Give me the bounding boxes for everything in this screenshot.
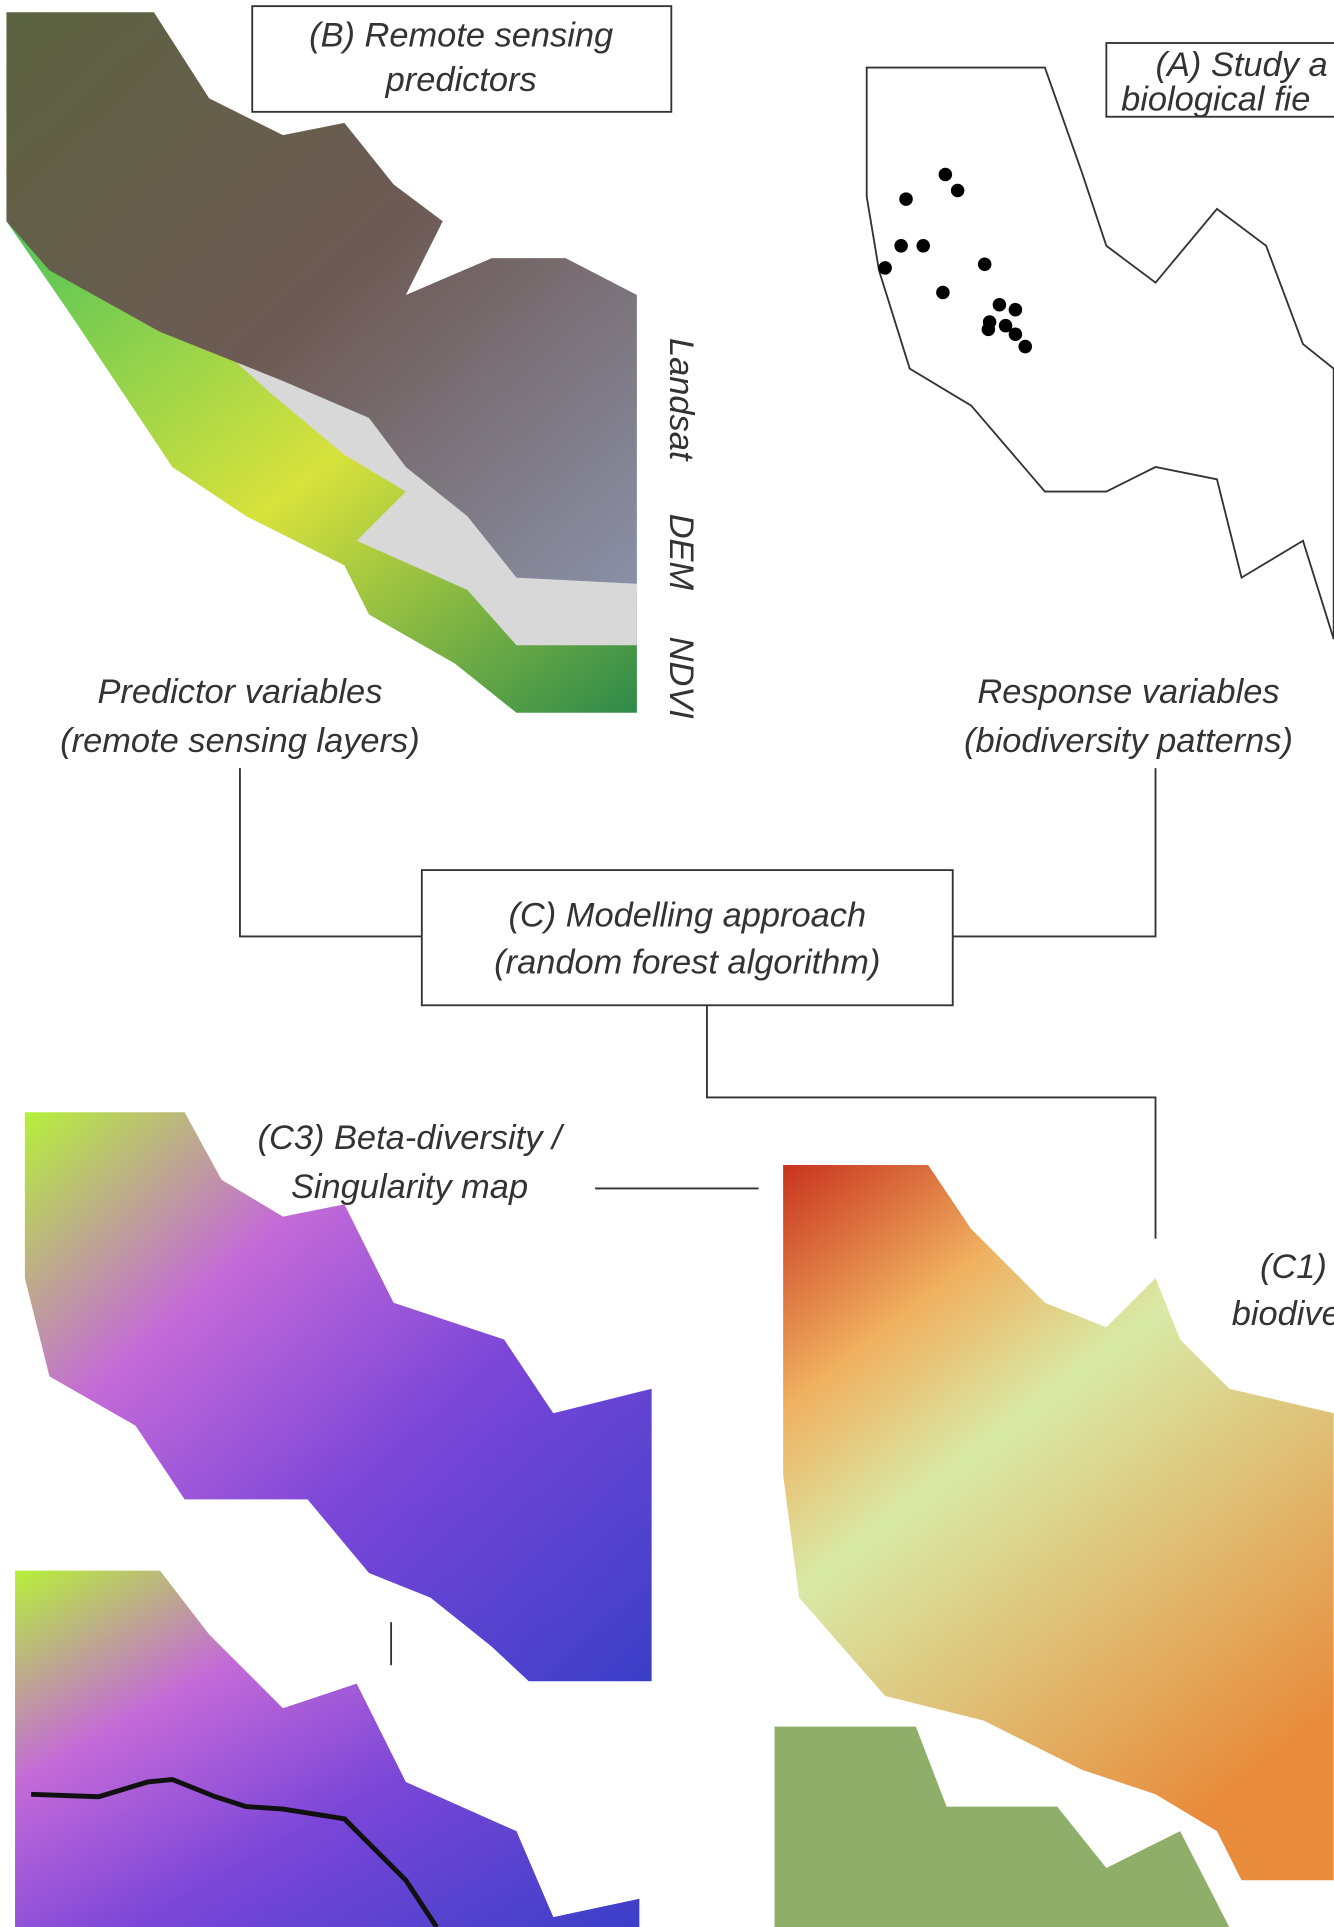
label: predictors (385, 61, 537, 99)
modelling-box: (C) Modelling approach (random forest al… (422, 870, 953, 1005)
beta-title: (C3) Beta-diversity / (258, 1119, 565, 1157)
layer-label: DEM (662, 514, 700, 591)
label: biological fie (1121, 81, 1310, 119)
layer-label: Landsat (662, 338, 700, 462)
predictor-caption: (remote sensing layers) (60, 722, 420, 760)
study-area-map (867, 68, 1334, 639)
remote-sensing-maps (6, 12, 636, 713)
label: (B) Remote sensing (309, 17, 613, 55)
beta-title: Singularity map (291, 1168, 528, 1206)
label: (C) Modelling approach (508, 897, 866, 935)
richness-title: biodivers (1232, 1295, 1334, 1333)
connector (240, 768, 422, 936)
figure: (B) Remote sensing predictors Landsat DE… (0, 0, 1334, 1927)
response-caption: Response variables (977, 673, 1279, 711)
study-area-title: (A) Study a biological fie (1106, 43, 1334, 119)
predictor-caption: Predictor variables (97, 673, 382, 711)
connector (953, 768, 1156, 936)
layer-label: NDVI (662, 637, 700, 720)
richness-title: (C1) (1260, 1248, 1327, 1286)
remote-sensing-title: (B) Remote sensing predictors (252, 6, 671, 112)
response-caption: (biodiversity patterns) (964, 722, 1293, 760)
label: (random forest algorithm) (494, 943, 880, 981)
label: (A) Study a (1156, 46, 1328, 84)
